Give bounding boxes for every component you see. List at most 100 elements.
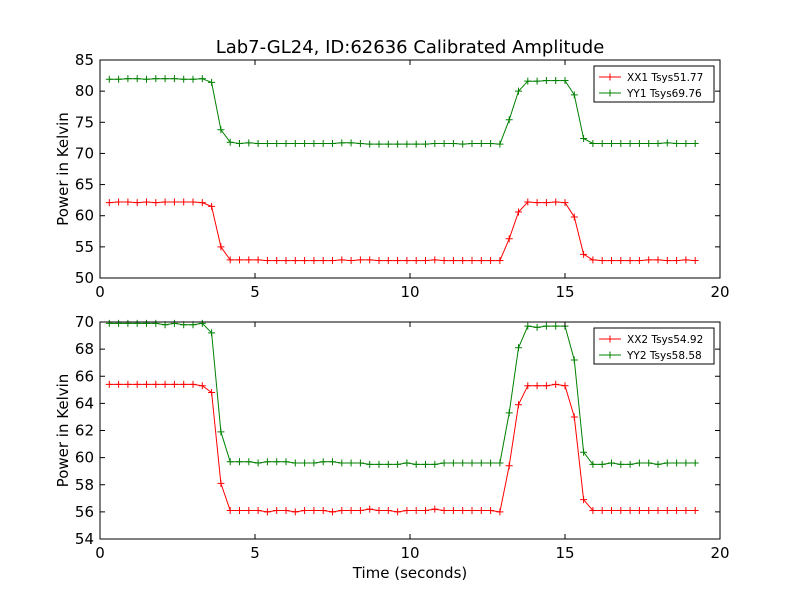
chart-2-series-2-point (226, 458, 234, 466)
chart-1-y-axis-label: Power in Kelvin (54, 112, 72, 226)
chart-1-y-tick-label: 60 (75, 207, 94, 225)
chart-1-series-2-point (589, 139, 597, 147)
chart-2-legend-box (593, 327, 715, 365)
chart-2-series-1-point (570, 413, 578, 421)
chart-1-series-2-point (329, 139, 336, 147)
chart-1-series-1-point (459, 257, 467, 265)
chart-2-series-2-point (394, 460, 402, 468)
chart-2-series-1-point (236, 507, 243, 515)
chart-1-y-tick-label: 85 (75, 51, 94, 69)
chart-1-series-2-point (440, 139, 448, 147)
chart-1-series-1-point (226, 256, 234, 264)
chart-2-x-tick-label: 0 (95, 544, 105, 562)
chart-1-series-2-point (356, 139, 364, 147)
chart-2-series-1-point (273, 507, 281, 515)
chart-2-series-1-point (617, 507, 625, 515)
chart-1-series-2-point (459, 140, 467, 148)
chart-1-series-2-point (580, 134, 588, 142)
chart-1-series-2-point (189, 75, 197, 83)
chart-2-series-2-point (236, 458, 243, 466)
chart-2-series-1-point (198, 382, 206, 390)
chart-2-series-1-point (338, 507, 346, 515)
chart-2-legend-marker-2 (606, 351, 614, 359)
chart-2-series-1-point (552, 380, 560, 388)
chart-1-series-2-point (366, 140, 374, 148)
chart-2-series-1-point (152, 380, 160, 388)
chart-2-series-2-point (133, 319, 141, 327)
chart-2-series-1-point (412, 507, 420, 515)
chart-1-y-tick-label: 55 (75, 238, 94, 256)
chart-1-series-2-point (375, 140, 383, 148)
chart-1-series-1-point (124, 198, 132, 206)
chart-1-series-2-point (682, 139, 690, 147)
chart-2-legend-label-1: XX2 Tsys54.92 (627, 334, 703, 346)
chart-1-series-1-point (449, 257, 457, 265)
chart-2-series-2-point (533, 323, 541, 331)
chart-1-series-1-point (570, 213, 578, 221)
chart-2-series-2-point (663, 459, 671, 467)
chart-2-series-1-point (115, 380, 123, 388)
chart-2-series-2-point (598, 460, 606, 468)
chart-2-series-1-point (598, 507, 606, 515)
chart-1-series-1-point (412, 257, 420, 265)
chart-1-series-1-point (524, 198, 532, 206)
chart-2-series-2-point (143, 319, 150, 327)
chart-1-series-1-point (635, 257, 643, 265)
chart-2-series-2-point (282, 458, 290, 466)
chart-2-legend-label-2: YY2 Tsys58.58 (626, 350, 702, 362)
chart-2-series-2-point (412, 460, 420, 468)
chart-2-series-2-point (431, 460, 439, 468)
chart-2-series-1-point (226, 507, 234, 515)
chart-2-series-1-point (645, 507, 653, 515)
chart-1-series-2-point (208, 78, 216, 86)
chart-2-series-2-point (654, 460, 662, 468)
chart-2-series-1-point (254, 507, 262, 515)
chart-2-series-1-point (217, 479, 225, 487)
chart-2-series-2-point (580, 448, 588, 456)
chart-1-series-1-point (263, 257, 271, 265)
chart-1-x-tick-label: 10 (400, 283, 419, 301)
chart-2-series-1-point (143, 380, 150, 388)
chart-1-series-1-point (663, 257, 671, 265)
chart-2-series-1-point (403, 507, 411, 515)
chart-1-series-1-point (422, 257, 429, 265)
chart-2-series-1-point (589, 507, 597, 515)
chart-2-series-1-point (161, 380, 169, 388)
chart-1-x-tick-label: 5 (250, 283, 260, 301)
chart-1-series-2-point (542, 77, 550, 85)
chart-1-x-tick-label: 20 (710, 283, 729, 301)
chart-1-series-1-point (347, 257, 355, 265)
chart-2-series-1-point (431, 505, 439, 513)
chart-1-series-2-point (152, 75, 160, 83)
chart-1-series-2-point (394, 140, 402, 148)
chart-1-series-2-point (347, 139, 355, 147)
chart-1-series-2-point (403, 140, 411, 148)
chart-1-legend-box (593, 65, 715, 103)
chart-2-series-2-point (338, 459, 346, 467)
chart-2-series-2-point (505, 409, 513, 417)
chart-2-series-2-point (477, 459, 485, 467)
chart-1-series-1-point (366, 256, 374, 264)
chart-2-series-1-point (394, 508, 402, 516)
chart-1-legend-label-2: YY1 Tsys69.76 (626, 88, 702, 100)
chart-1-series-2-point (524, 77, 532, 85)
chart-1-series-1-point (338, 256, 346, 264)
chart-1-series-2-point (422, 140, 429, 148)
chart-2-y-axis-label: Power in Kelvin (54, 374, 72, 488)
chart-2-series-1-point (263, 508, 271, 516)
chart-1-series-2-point (412, 140, 420, 148)
chart-1-series-2-point (663, 139, 671, 147)
chart-1-series-1-point (440, 257, 448, 265)
chart-2-series-1-point (654, 507, 662, 515)
chart-1-series-1-point (180, 198, 188, 206)
chart-1-series-1-point (319, 257, 327, 265)
chart-1-series-1-point (487, 257, 495, 265)
chart-1-series-1-line (109, 201, 696, 262)
chart-1-series-1-point (496, 257, 504, 265)
chart-1-series-2-point (310, 139, 318, 147)
chart-1-series-2-point (143, 75, 150, 83)
chart-2-series-1-point (673, 507, 681, 515)
chart-2-series-2-point (542, 322, 550, 330)
chart-1-series-2-point (552, 77, 560, 85)
